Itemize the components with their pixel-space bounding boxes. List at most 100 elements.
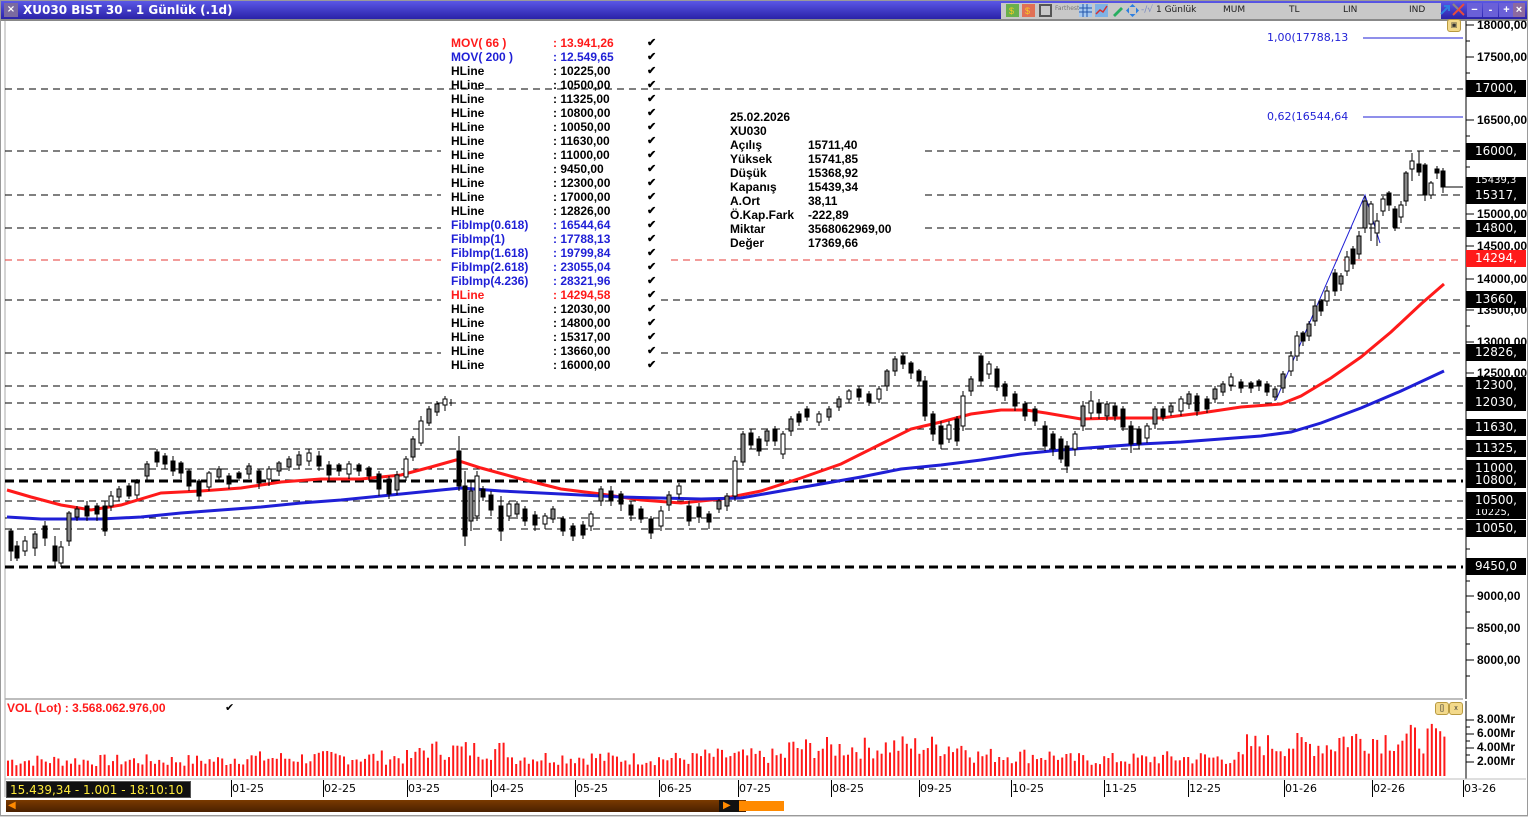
legend-row[interactable]: HLine: 11630,00 ✔ [451, 134, 659, 148]
level-box-red: 14294, [1466, 250, 1526, 267]
close-pane-icon[interactable]: x [1449, 702, 1463, 715]
legend-value: : 12030,00 [553, 302, 611, 316]
currency-select[interactable]: TL [1289, 5, 1300, 15]
chart-type-select[interactable]: MUM [1223, 5, 1246, 15]
indicator-select[interactable]: IND [1409, 5, 1426, 15]
legend-name: HLine [451, 176, 485, 190]
period-select[interactable]: 1 Günlük [1156, 5, 1197, 15]
check-icon[interactable]: ✔ [647, 303, 657, 315]
close-icon[interactable]: × [4, 3, 18, 17]
chart-toolbar: $ $ Farthest -/√ 1 Günlük MUM TL LIN IND [1001, 3, 1441, 19]
check-icon[interactable]: ✔ [647, 275, 657, 287]
check-icon[interactable]: ✔ [647, 345, 657, 357]
month-label: 04-25 [492, 782, 524, 795]
check-icon[interactable]: ✔ [647, 331, 657, 343]
check-icon[interactable]: ✔ [647, 121, 657, 133]
legend-row[interactable]: HLine: 12030,00 ✔ [451, 302, 659, 316]
volume-axis-ticks [1466, 719, 1474, 763]
check-icon[interactable]: ✔ [647, 261, 657, 273]
mov200-line[interactable] [6, 369, 1445, 521]
legend-row[interactable]: HLine: 12826,00 ✔ [451, 204, 659, 218]
crosshair-icon[interactable] [1126, 4, 1139, 17]
scroll-left-icon[interactable]: ◀ [8, 800, 16, 811]
check-icon[interactable]: ✔ [647, 317, 657, 329]
legend-row[interactable]: FibImp(4.236): 28321,96 ✔ [451, 274, 659, 288]
pencil-icon[interactable] [1111, 4, 1124, 17]
time-scrollbar[interactable]: ◀ [6, 800, 784, 812]
check-icon[interactable]: ✔ [647, 219, 657, 231]
legend-row[interactable]: HLine: 15317,00 ✔ [451, 330, 659, 344]
check-icon[interactable]: ✔ [647, 177, 657, 189]
close-button[interactable]: × [1513, 3, 1525, 17]
grid-icon[interactable] [1079, 4, 1092, 17]
legend-row[interactable]: FibImp(1): 17788,13 ✔ [451, 232, 659, 246]
template-label[interactable]: Farthest [1055, 5, 1080, 12]
line-tool-icon[interactable]: -/√ [1141, 5, 1154, 15]
tools-icon[interactable] [1452, 3, 1465, 16]
mov66-line[interactable] [6, 282, 1445, 512]
legend-row[interactable]: HLine: 11325,00 ✔ [451, 92, 659, 106]
check-icon[interactable]: ✔ [647, 289, 657, 301]
check-icon[interactable]: ✔ [647, 79, 657, 91]
maximize-button[interactable]: + [1499, 3, 1514, 17]
legend-row[interactable]: MOV( 66 ): 13.941,26 ✔ [451, 36, 659, 50]
check-icon[interactable]: ✔ [647, 37, 657, 49]
symbol-icon[interactable]: $ [1006, 4, 1019, 17]
legend-value: : 10050,00 [553, 120, 611, 134]
currency-icon[interactable]: $ [1022, 4, 1035, 17]
check-icon[interactable]: ✔ [647, 247, 657, 259]
legend-row[interactable]: HLine: 13660,00 ✔ [451, 344, 659, 358]
layout-icon[interactable] [1039, 4, 1052, 17]
scroll-right-icon[interactable]: ▶ [723, 800, 731, 811]
check-icon[interactable]: ✔ [647, 191, 657, 203]
price-tick: 12500,00 [1477, 366, 1528, 380]
scale-select[interactable]: LIN [1343, 5, 1358, 15]
volume-tick: 6.00Mr [1477, 726, 1516, 740]
scroll-thumb[interactable] [724, 801, 784, 811]
volume-check-icon[interactable]: ✔ [225, 702, 235, 714]
legend-row[interactable]: HLine: 10500,00 ✔ [451, 78, 659, 92]
horizontal-levels[interactable] [5, 88, 1463, 530]
legend-row[interactable]: FibImp(2.618): 23055,04 ✔ [451, 260, 659, 274]
check-icon[interactable]: ✔ [647, 205, 657, 217]
candles[interactable] [8, 151, 1463, 567]
check-icon[interactable]: ✔ [647, 233, 657, 245]
check-icon[interactable]: ✔ [647, 65, 657, 77]
arrow-icon[interactable] [1439, 4, 1451, 16]
check-icon[interactable]: ✔ [647, 51, 657, 63]
info-row: Miktar 3568062969,00 [730, 222, 891, 236]
check-icon[interactable]: ✔ [647, 93, 657, 105]
legend-row[interactable]: HLine: 10800,00 ✔ [451, 106, 659, 120]
legend-row[interactable]: HLine: 9450,00 ✔ [451, 162, 659, 176]
level-box: 12030, [1466, 394, 1526, 411]
scroll-right-button[interactable]: ▶ [719, 800, 739, 812]
restore-button[interactable]: - [1483, 3, 1498, 17]
check-icon[interactable]: ✔ [647, 359, 657, 371]
check-icon[interactable]: ✔ [647, 163, 657, 175]
check-icon[interactable]: ✔ [647, 135, 657, 147]
legend-row[interactable]: FibImp(0.618): 16544,64 ✔ [451, 218, 659, 232]
legend-row[interactable]: HLine: 10050,00 ✔ [451, 120, 659, 134]
check-icon[interactable]: ✔ [647, 107, 657, 119]
month-tick [1104, 780, 1105, 797]
info-row: Düşük 15368,92 [730, 166, 891, 180]
legend-row[interactable]: HLine: 14800,00 ✔ [451, 316, 659, 330]
legend-row[interactable]: HLine: 16000,00 ✔ [451, 358, 659, 372]
legend-row[interactable]: HLine: 14294,58 ✔ [451, 288, 659, 302]
title-bar[interactable]: × XU030 BIST 30 - 1 Günlük (.1d) $ $ Far… [1, 1, 1527, 21]
minimize-button[interactable]: − [1467, 3, 1482, 17]
volume-bars[interactable] [7, 723, 1446, 776]
chart-icon[interactable] [1095, 4, 1108, 17]
level-box: 14800, [1466, 220, 1526, 237]
lock-icon[interactable]: ▣ [1447, 19, 1461, 32]
price-tick: 9000,00 [1477, 589, 1521, 603]
check-icon[interactable]: ✔ [647, 149, 657, 161]
legend-row[interactable]: HLine: 10225,00 ✔ [451, 64, 659, 78]
restore-pane-icon[interactable]: [] [1435, 702, 1449, 715]
legend-row[interactable]: HLine: 11000,00 ✔ [451, 148, 659, 162]
legend-row[interactable]: MOV( 200 ): 12.549,65 ✔ [451, 50, 659, 64]
legend-row[interactable]: HLine: 17000,00 ✔ [451, 190, 659, 204]
legend-row[interactable]: HLine: 12300,00 ✔ [451, 176, 659, 190]
legend-row[interactable]: FibImp(1.618): 19799,84 ✔ [451, 246, 659, 260]
